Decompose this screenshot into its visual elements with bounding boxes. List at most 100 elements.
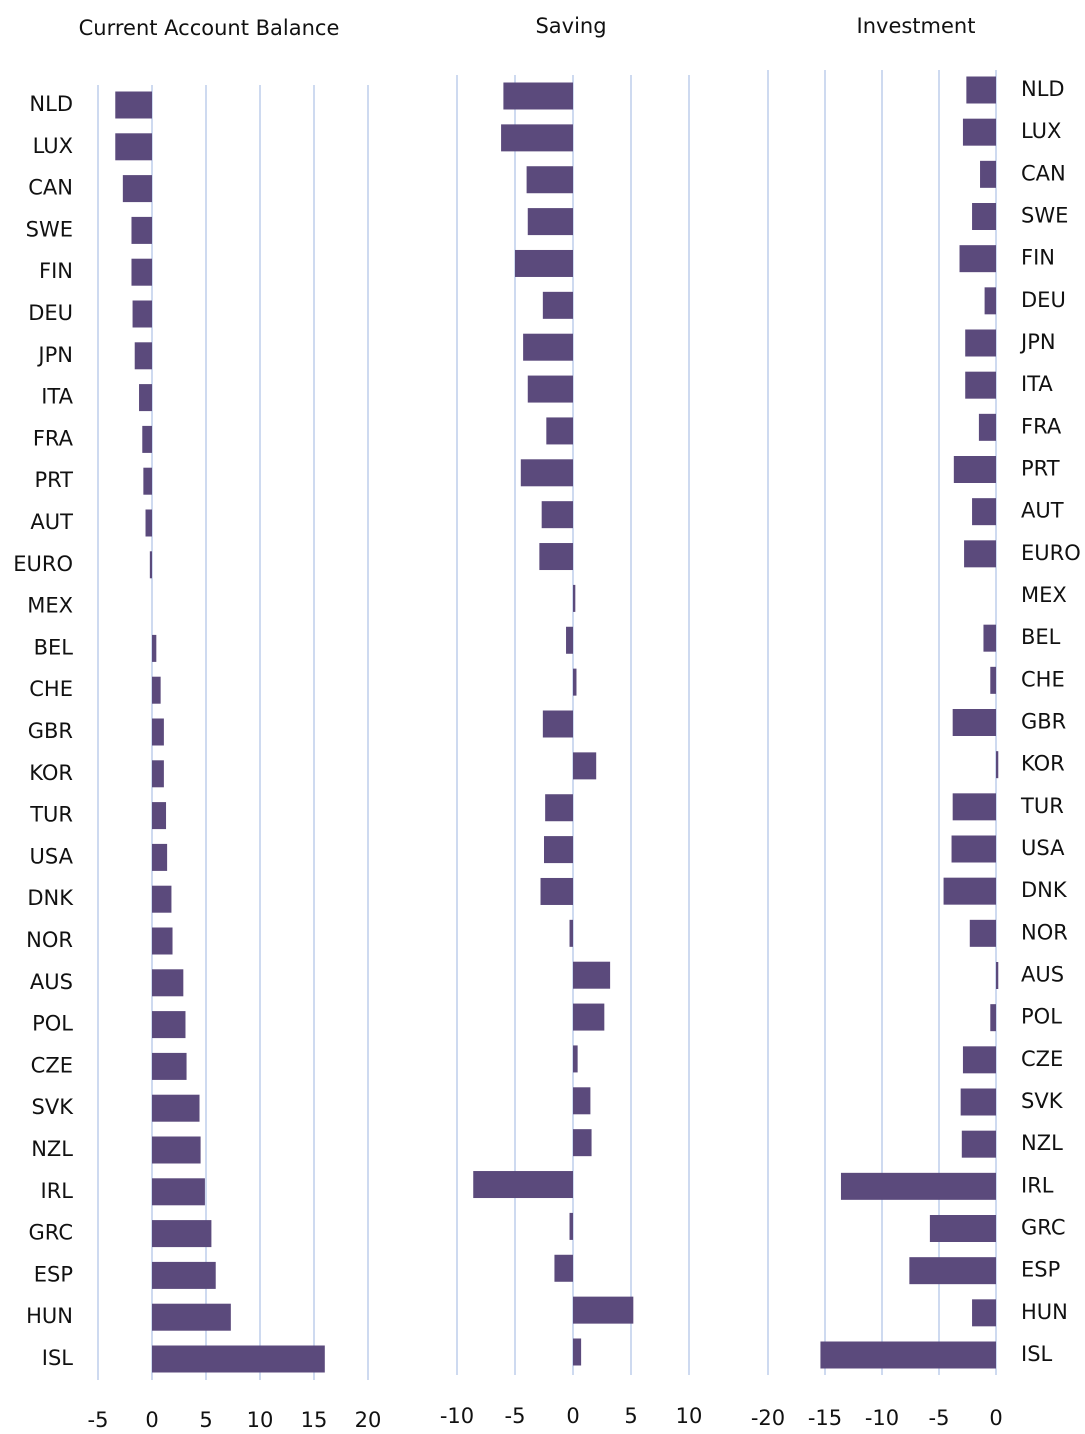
category-label: CHE xyxy=(29,677,73,701)
bar xyxy=(152,1136,201,1164)
bar xyxy=(544,836,573,864)
category-label: USA xyxy=(30,844,74,868)
bar xyxy=(573,1087,591,1115)
bar xyxy=(541,501,573,529)
bar xyxy=(554,1254,573,1282)
bar xyxy=(573,1296,634,1324)
category-label: NZL xyxy=(31,1137,73,1161)
bar xyxy=(969,919,996,947)
category-label: HUN xyxy=(26,1304,73,1328)
bar xyxy=(990,1004,996,1032)
bar xyxy=(149,551,152,579)
bar xyxy=(962,1046,996,1074)
chart-title: Current Account Balance xyxy=(79,16,340,40)
category-label: PRT xyxy=(34,468,73,492)
category-label: USA xyxy=(1021,836,1065,860)
bar xyxy=(964,540,996,568)
category-label: EURO xyxy=(1021,541,1081,565)
bar xyxy=(152,885,172,913)
bar xyxy=(959,245,996,273)
bar xyxy=(115,133,152,161)
category-label: POL xyxy=(32,1012,73,1036)
bar xyxy=(132,300,152,328)
category-label: DNK xyxy=(27,886,74,910)
category-label: FRA xyxy=(33,426,74,450)
bar xyxy=(983,624,996,652)
category-label: GBR xyxy=(28,719,73,743)
bar xyxy=(542,710,573,738)
bar xyxy=(972,1299,996,1327)
bar xyxy=(943,877,996,905)
category-label: GRC xyxy=(29,1221,73,1245)
bar xyxy=(820,1341,996,1369)
bar xyxy=(152,1220,212,1248)
bar xyxy=(542,291,573,319)
category-label: ESP xyxy=(34,1262,73,1286)
category-label: PRT xyxy=(1021,457,1060,481)
bar xyxy=(527,375,573,403)
bar xyxy=(152,676,161,704)
x-tick-label: -20 xyxy=(751,1406,785,1430)
category-label: BEL xyxy=(1021,625,1061,649)
category-label: DEU xyxy=(28,301,73,325)
category-label: NLD xyxy=(29,92,73,116)
category-label: TUR xyxy=(1020,794,1064,818)
category-label: AUS xyxy=(30,970,73,994)
x-tick-label: 0 xyxy=(989,1406,1002,1430)
category-label: NOR xyxy=(1021,920,1068,944)
category-label: POL xyxy=(1021,1005,1062,1029)
category-label: AUT xyxy=(1021,499,1064,523)
bar xyxy=(573,1129,592,1157)
bar xyxy=(966,76,996,104)
category-label: FIN xyxy=(1021,246,1055,270)
bar xyxy=(573,1045,578,1073)
bar xyxy=(929,1215,996,1242)
category-label: CZE xyxy=(1021,1047,1063,1071)
x-tick-label: -15 xyxy=(808,1406,842,1430)
category-label: ITA xyxy=(1021,372,1053,396)
category-label: SWE xyxy=(1021,204,1068,228)
bar xyxy=(523,333,573,361)
bar xyxy=(573,1003,605,1031)
bar xyxy=(152,634,157,662)
category-label: JPN xyxy=(1019,330,1056,354)
bar xyxy=(961,1130,996,1158)
bar xyxy=(115,91,152,119)
category-label: ESP xyxy=(1021,1258,1060,1282)
x-tick-label: -5 xyxy=(929,1406,950,1430)
bar xyxy=(996,751,999,779)
bar xyxy=(152,1261,216,1289)
category-label: CAN xyxy=(1021,161,1066,185)
x-tick-label: -10 xyxy=(440,1404,474,1428)
bar xyxy=(152,1345,325,1373)
x-tick-label: -5 xyxy=(88,1408,109,1432)
x-tick-label: -5 xyxy=(505,1404,526,1428)
category-label: AUT xyxy=(30,510,73,534)
category-label: SVK xyxy=(32,1095,75,1119)
bar xyxy=(569,1212,573,1240)
bar xyxy=(573,1338,582,1366)
category-label: EURO xyxy=(13,552,73,576)
bar xyxy=(539,543,573,571)
bar xyxy=(980,160,996,188)
category-label: FIN xyxy=(39,259,73,283)
category-label: NZL xyxy=(1021,1131,1063,1155)
category-label: LUX xyxy=(33,134,73,158)
category-label: JPN xyxy=(36,343,73,367)
x-tick-label: 0 xyxy=(145,1408,158,1432)
category-label: GRC xyxy=(1021,1216,1065,1240)
bar xyxy=(152,843,168,871)
bar xyxy=(527,208,573,236)
x-tick-label: 0 xyxy=(566,1404,579,1428)
bar xyxy=(526,166,573,194)
category-label: ISL xyxy=(42,1346,74,1370)
bar xyxy=(520,459,573,487)
bar xyxy=(573,584,576,612)
bar xyxy=(152,1094,200,1122)
x-tick-label: 15 xyxy=(301,1408,328,1432)
x-tick-label: 10 xyxy=(676,1404,703,1428)
category-label: FRA xyxy=(1021,414,1062,438)
bar xyxy=(152,969,184,997)
bar xyxy=(953,456,996,483)
